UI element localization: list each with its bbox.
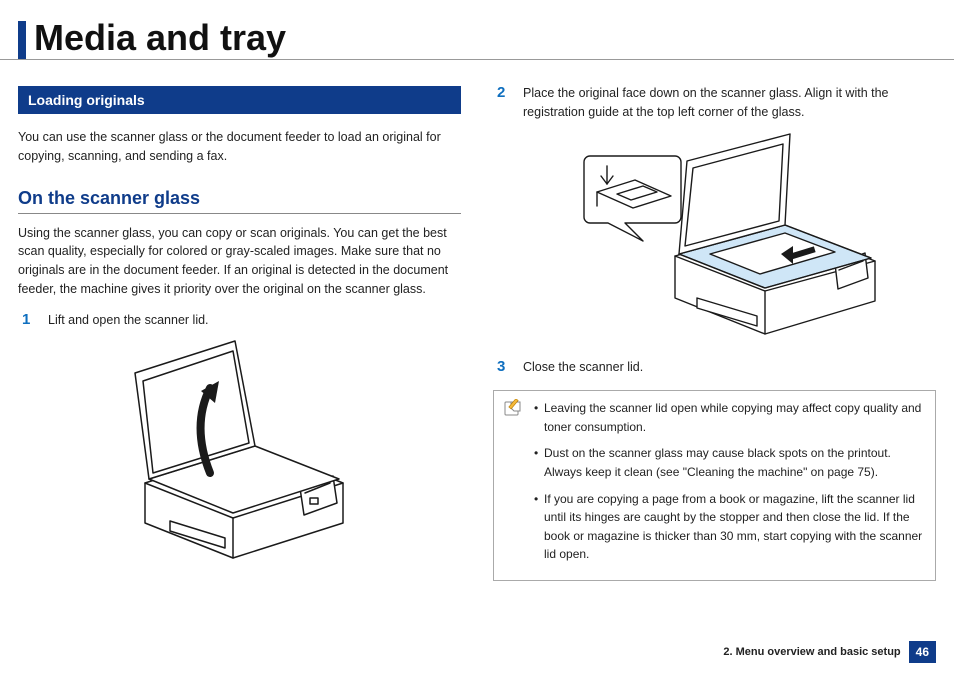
note-item: If you are copying a page from a book or… (534, 490, 925, 564)
note-list: Leaving the scanner lid open while copyi… (534, 399, 925, 572)
subheading: On the scanner glass (18, 188, 461, 209)
step-1: 1 Lift and open the scanner lid. (22, 311, 461, 330)
chapter-label: 2. Menu overview and basic setup (723, 646, 900, 658)
note-item: Dust on the scanner glass may cause blac… (534, 444, 925, 481)
page-title: Media and tray (34, 19, 286, 59)
step-text: Close the scanner lid. (523, 358, 643, 377)
step-2: 2 Place the original face down on the sc… (497, 84, 936, 122)
note-item: Leaving the scanner lid open while copyi… (534, 399, 925, 436)
place-original-illustration (535, 126, 895, 346)
step-text: Place the original face down on the scan… (523, 84, 936, 122)
subheading-paragraph: Using the scanner glass, you can copy or… (18, 224, 461, 299)
section-heading: Loading originals (18, 86, 461, 114)
figure-2 (493, 126, 936, 346)
intro-paragraph: You can use the scanner glass or the doc… (18, 128, 461, 166)
column-right: 2 Place the original face down on the sc… (493, 80, 936, 581)
step-text: Lift and open the scanner lid. (48, 311, 209, 330)
step-3: 3 Close the scanner lid. (497, 358, 936, 377)
page-footer: 2. Menu overview and basic setup 46 (723, 641, 936, 663)
title-bar: Media and tray (0, 0, 954, 60)
note-icon (504, 399, 524, 572)
title-accent (18, 21, 26, 59)
two-column-layout: Loading originals You can use the scanne… (0, 60, 954, 581)
manual-page: Media and tray Loading originals You can… (0, 0, 954, 675)
figure-1 (18, 333, 461, 563)
column-left: Loading originals You can use the scanne… (18, 80, 461, 581)
step-number: 2 (497, 84, 513, 122)
page-number-badge: 46 (909, 641, 936, 663)
step-number: 1 (22, 311, 38, 330)
note-box: Leaving the scanner lid open while copyi… (493, 390, 936, 581)
step-number: 3 (497, 358, 513, 377)
subheading-rule (18, 213, 461, 214)
scanner-open-lid-illustration (115, 333, 365, 563)
